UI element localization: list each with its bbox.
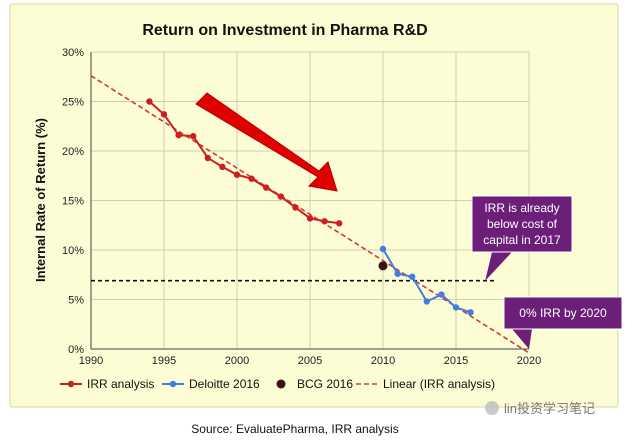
data-point	[175, 131, 182, 139]
data-point	[379, 245, 387, 253]
callout-text: 0% IRR by 2020	[519, 306, 607, 320]
legend-label: BCG 2016	[297, 377, 353, 391]
annotations: IRR is already below cost of capital in 20…	[471, 195, 623, 349]
data-point	[438, 291, 445, 298]
y-tick-label: 25%	[62, 97, 84, 109]
x-tick-label: 2000	[225, 355, 249, 367]
wechat-icon	[485, 401, 499, 415]
data-point	[321, 218, 328, 225]
x-tick-label: 2015	[444, 355, 468, 367]
data-point	[277, 193, 284, 200]
y-tick-label: 30%	[62, 47, 84, 59]
callout: IRR is already below cost of capital in 20…	[471, 195, 573, 281]
watermark-text: lin投资学习笔记	[504, 401, 595, 416]
legend-marker	[276, 379, 286, 389]
x-tick-label: 1995	[152, 355, 176, 367]
data-point	[423, 298, 430, 305]
data-point	[233, 171, 241, 178]
chart-title: Return on Investment in Pharma R&D	[142, 22, 427, 39]
data-point	[409, 273, 416, 280]
callout-text: below cost of	[487, 217, 558, 231]
y-tick-label: 20%	[62, 146, 84, 158]
big-arrow-icon	[195, 92, 338, 192]
y-tick-label: 5%	[68, 295, 84, 307]
x-tick-label: 1990	[79, 355, 103, 367]
legend-item: Linear (IRR analysis)	[356, 377, 495, 391]
callout-box	[471, 195, 573, 253]
data-point	[306, 215, 314, 222]
callout: 0% IRR by 2020	[503, 296, 623, 349]
callout-box	[503, 296, 623, 330]
legend-marker	[67, 380, 75, 388]
x-tick-label: 2010	[371, 355, 395, 367]
data-point	[263, 184, 270, 191]
data-point	[378, 261, 388, 271]
data-point	[394, 270, 401, 277]
source-note: Source: EvaluatePharma, IRR analysis	[191, 422, 398, 436]
watermark: lin投资学习笔记	[485, 401, 595, 416]
legend-label: IRR analysis	[87, 377, 154, 391]
axes: 0% 5% 10% 15% 20% 25% 30% 1990 1995 2000 2005 2010 2…	[62, 47, 541, 367]
data-point	[219, 163, 226, 171]
x-tick-label: 2005	[298, 355, 322, 367]
y-tick-label: 10%	[62, 245, 84, 257]
callout-text: IRR is already	[484, 201, 559, 215]
y-tick-label: 0%	[68, 344, 84, 356]
trend-line	[90, 75, 530, 354]
trend-layer	[90, 75, 530, 354]
data-point	[452, 304, 460, 311]
legend-marker	[169, 380, 177, 388]
data-point	[292, 204, 299, 211]
legend: IRR analysis Deloitte 2016 BCG 2016 Linear …	[60, 377, 495, 391]
data-point	[248, 175, 255, 182]
data-point	[190, 132, 197, 140]
y-axis-label: Internal Rate of Return (%)	[33, 118, 48, 282]
series-layer	[146, 98, 474, 316]
data-point	[336, 220, 343, 227]
y-tick-label: 15%	[62, 196, 84, 208]
callout-pointer	[512, 329, 532, 349]
callout-pointer	[485, 252, 512, 281]
data-point	[160, 111, 168, 118]
callout-text: capital in 2017	[483, 233, 561, 247]
chart-panel	[9, 3, 619, 408]
data-point	[467, 309, 474, 316]
legend-label: Linear (IRR analysis)	[383, 377, 495, 391]
legend-item: Deloitte 2016	[162, 377, 260, 391]
data-point	[204, 154, 211, 162]
legend-item: IRR analysis	[60, 377, 154, 391]
legend-label: Deloitte 2016	[189, 377, 260, 391]
x-tick-label: 2020	[517, 355, 541, 367]
legend-item: BCG 2016	[276, 377, 353, 391]
data-point	[146, 98, 153, 105]
